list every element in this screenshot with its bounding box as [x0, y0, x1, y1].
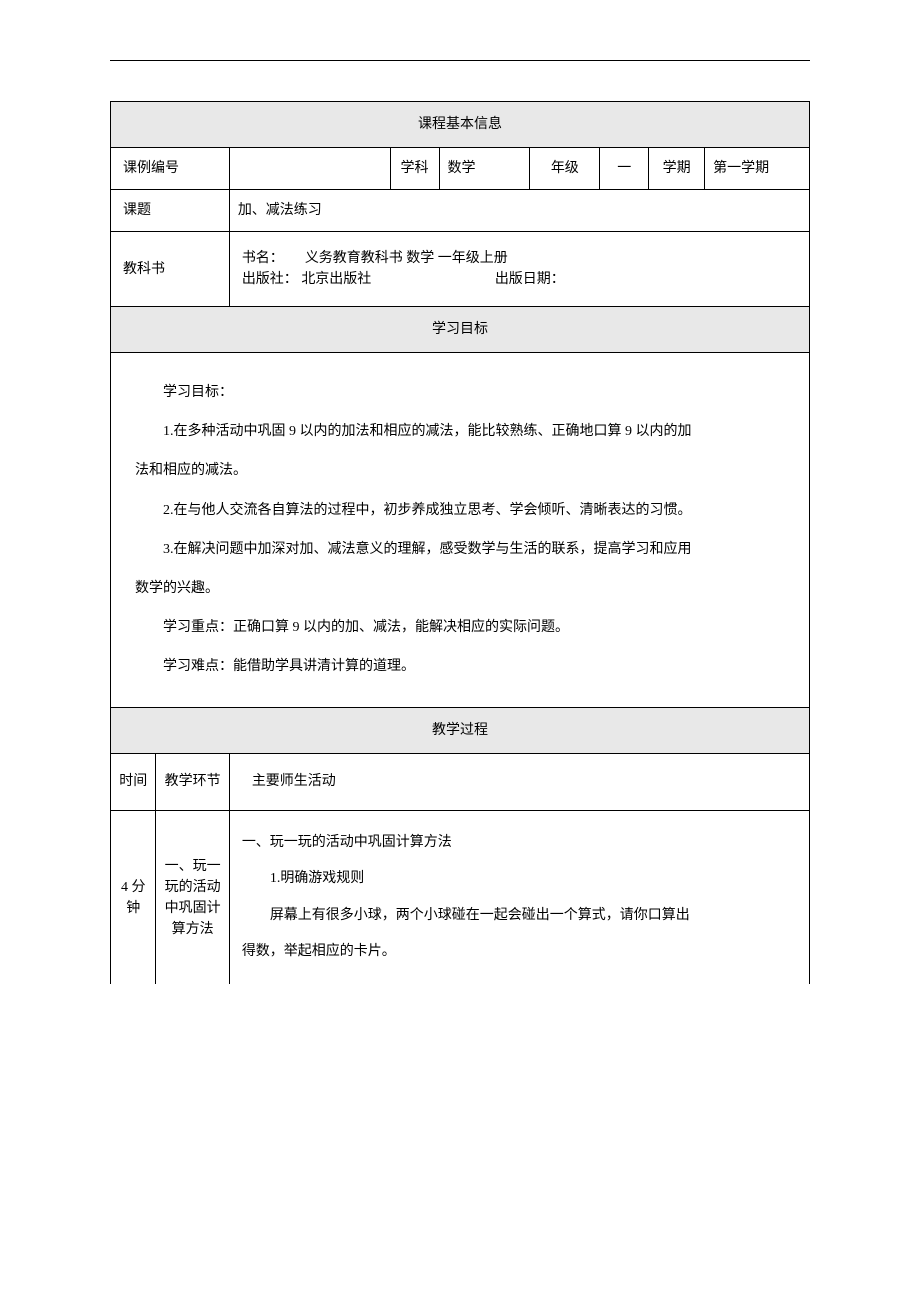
- goals-heading: 学习目标：: [135, 373, 785, 412]
- activity-sub1: 1.明确游戏规则: [242, 861, 797, 897]
- textbook-details: 书名： 义务教育教科书 数学 一年级上册 出版社： 北京出版社 出版日期：: [229, 232, 809, 307]
- term-label: 学期: [649, 148, 705, 190]
- term-value: 第一学期: [705, 148, 810, 190]
- grade-value: 一: [600, 148, 649, 190]
- textbook-label: 教科书: [111, 232, 230, 307]
- goal-item-1a: 1.在多种活动中巩固 9 以内的加法和相应的减法，能比较熟练、正确地口算 9 以…: [135, 412, 785, 451]
- focus-text: 正确口算 9 以内的加、减法，能解决相应的实际问题。: [233, 620, 569, 635]
- col-time: 时间: [111, 753, 156, 810]
- col-phase: 教学环节: [156, 753, 229, 810]
- goal-item-2: 2.在与他人交流各自算法的过程中，初步养成独立思考、学会倾听、清晰表达的习惯。: [135, 491, 785, 530]
- process-header: 教学过程: [111, 707, 810, 753]
- lesson-plan-table: 课程基本信息 课例编号 学科 数学 年级 一 学期 第一学期 课题 加、减法练习…: [110, 101, 810, 984]
- col-activity: 主要师生活动: [229, 753, 809, 810]
- basic-info-header: 课程基本信息: [111, 102, 810, 148]
- process-row-1: 4 分钟 一、玩一玩的活动中巩固计算方法 一、玩一玩的活动中巩固计算方法 1.明…: [111, 810, 810, 984]
- publisher-value: 北京出版社: [301, 272, 371, 287]
- focus-label: 学习重点：: [163, 620, 233, 635]
- process-phase: 一、玩一玩的活动中巩固计算方法: [156, 810, 229, 984]
- activity-body-a: 屏幕上有很多小球，两个小球碰在一起会碰出一个算式，请你口算出: [242, 898, 797, 934]
- activity-title: 一、玩一玩的活动中巩固计算方法: [242, 825, 797, 861]
- goal-item-3b: 数学的兴趣。: [135, 569, 785, 608]
- goal-focus: 学习重点：正确口算 9 以内的加、减法，能解决相应的实际问题。: [135, 608, 785, 647]
- row-lesson-meta: 课例编号 学科 数学 年级 一 学期 第一学期: [111, 148, 810, 190]
- goal-item-3a: 3.在解决问题中加深对加、减法意义的理解，感受数学与生活的联系，提高学习和应用: [135, 530, 785, 569]
- top-horizontal-rule: [110, 60, 810, 61]
- row-textbook: 教科书 书名： 义务教育教科书 数学 一年级上册 出版社： 北京出版社 出版日期…: [111, 232, 810, 307]
- process-time: 4 分钟: [111, 810, 156, 984]
- subject-value: 数学: [439, 148, 530, 190]
- activity-body-b: 得数，举起相应的卡片。: [242, 934, 797, 970]
- row-topic: 课题 加、减法练习: [111, 190, 810, 232]
- process-activity: 一、玩一玩的活动中巩固计算方法 1.明确游戏规则 屏幕上有很多小球，两个小球碰在…: [229, 810, 809, 984]
- book-name-value: 义务教育教科书 数学 一年级上册: [305, 251, 508, 266]
- subject-label: 学科: [390, 148, 439, 190]
- lesson-id-value: [229, 148, 390, 190]
- difficulty-text: 能借助学具讲清计算的道理。: [233, 659, 415, 674]
- goal-item-1b: 法和相应的减法。: [135, 451, 785, 490]
- publisher-label: 出版社：: [242, 272, 298, 287]
- topic-value: 加、减法练习: [229, 190, 809, 232]
- document-page: 课程基本信息 课例编号 学科 数学 年级 一 学期 第一学期 课题 加、减法练习…: [0, 0, 920, 1024]
- pub-date-label: 出版日期：: [495, 272, 565, 287]
- process-columns-row: 时间 教学环节 主要师生活动: [111, 753, 810, 810]
- goal-difficulty: 学习难点：能借助学具讲清计算的道理。: [135, 647, 785, 686]
- goals-body: 学习目标： 1.在多种活动中巩固 9 以内的加法和相应的减法，能比较熟练、正确地…: [111, 353, 810, 708]
- topic-label: 课题: [111, 190, 230, 232]
- difficulty-label: 学习难点：: [163, 659, 233, 674]
- book-name-label: 书名：: [242, 251, 284, 266]
- lesson-id-label: 课例编号: [111, 148, 230, 190]
- grade-label: 年级: [530, 148, 600, 190]
- goals-header: 学习目标: [111, 307, 810, 353]
